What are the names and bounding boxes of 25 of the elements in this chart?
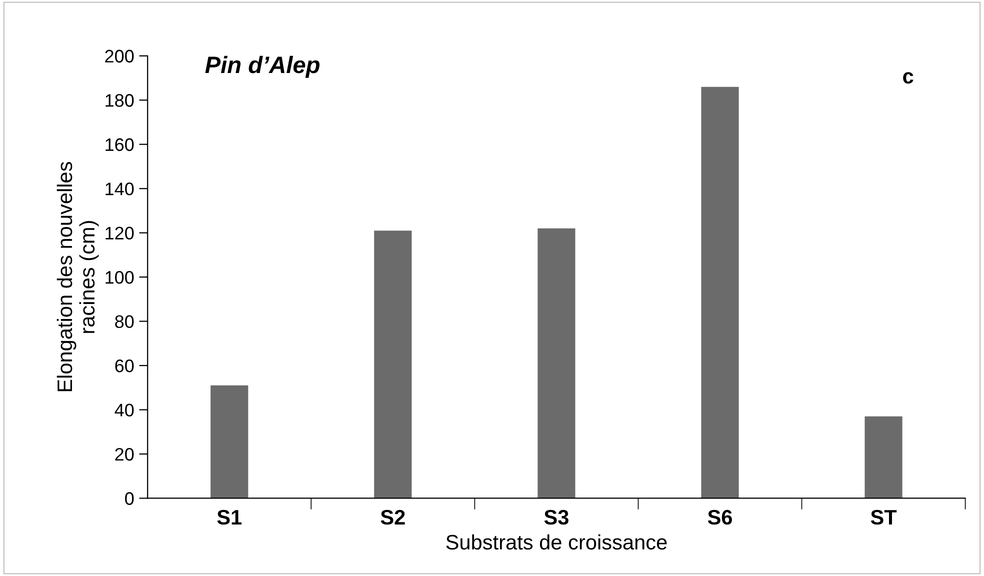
- bar: [538, 228, 576, 498]
- y-tick-label: 60: [115, 359, 134, 372]
- y-tick-label: 80: [115, 315, 134, 328]
- bar: [701, 86, 739, 498]
- bar: [210, 385, 248, 498]
- y-tick-label: 40: [114, 404, 134, 416]
- x-axis-title: Substrats de croissance: [446, 534, 667, 550]
- chart-title: Pin d’Alep: [205, 56, 320, 78]
- y-tick-label: 20: [115, 448, 134, 461]
- y-tick-label: 200: [105, 50, 134, 63]
- x-tick-label: S6: [708, 510, 732, 525]
- y-tick-label: 180: [106, 94, 134, 107]
- bar: [864, 416, 902, 498]
- x-tick-label: S3: [544, 510, 568, 525]
- y-axis-title: Elongation des nouvelles racines (cm): [56, 162, 99, 392]
- x-tick-label: ST: [870, 510, 897, 525]
- x-tick-label: S2: [380, 510, 405, 525]
- x-tick-label: S1: [217, 510, 242, 525]
- y-tick-label: 160: [106, 138, 134, 152]
- y-tick-label: 0: [125, 492, 134, 505]
- bar: [374, 230, 412, 498]
- y-tick-label: 120: [106, 226, 134, 240]
- annotation: c: [903, 72, 914, 84]
- y-tick-label: 100: [106, 270, 134, 284]
- y-tick-label: 140: [106, 182, 134, 196]
